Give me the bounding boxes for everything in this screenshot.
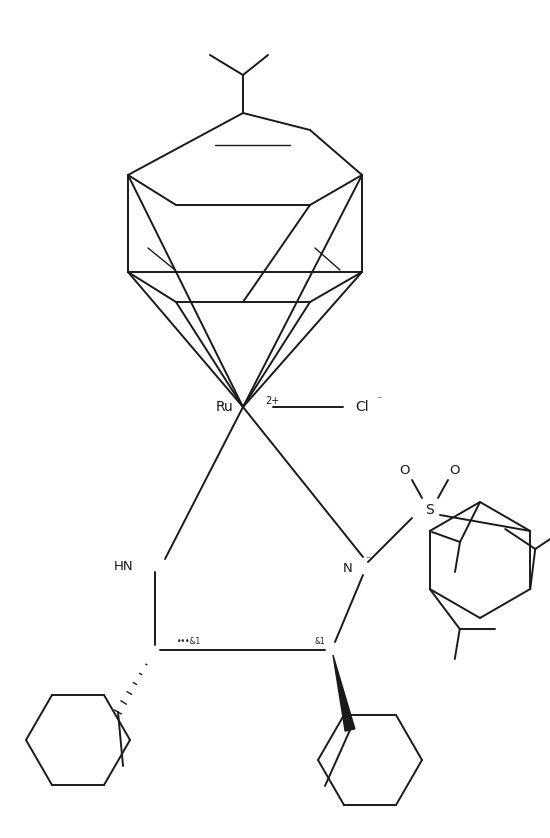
Text: Ru: Ru bbox=[215, 400, 233, 414]
Text: ⁻: ⁻ bbox=[376, 395, 381, 405]
Text: O: O bbox=[400, 463, 410, 477]
Text: S: S bbox=[426, 503, 434, 517]
Text: •••&1: •••&1 bbox=[177, 638, 201, 646]
Text: &1: &1 bbox=[314, 638, 325, 646]
Text: O: O bbox=[450, 463, 460, 477]
Polygon shape bbox=[333, 655, 355, 731]
Text: 2+: 2+ bbox=[265, 396, 279, 406]
Text: N: N bbox=[343, 562, 353, 576]
Text: HN: HN bbox=[113, 561, 133, 573]
Text: Cl: Cl bbox=[355, 400, 368, 414]
Text: ⁻: ⁻ bbox=[365, 555, 370, 565]
